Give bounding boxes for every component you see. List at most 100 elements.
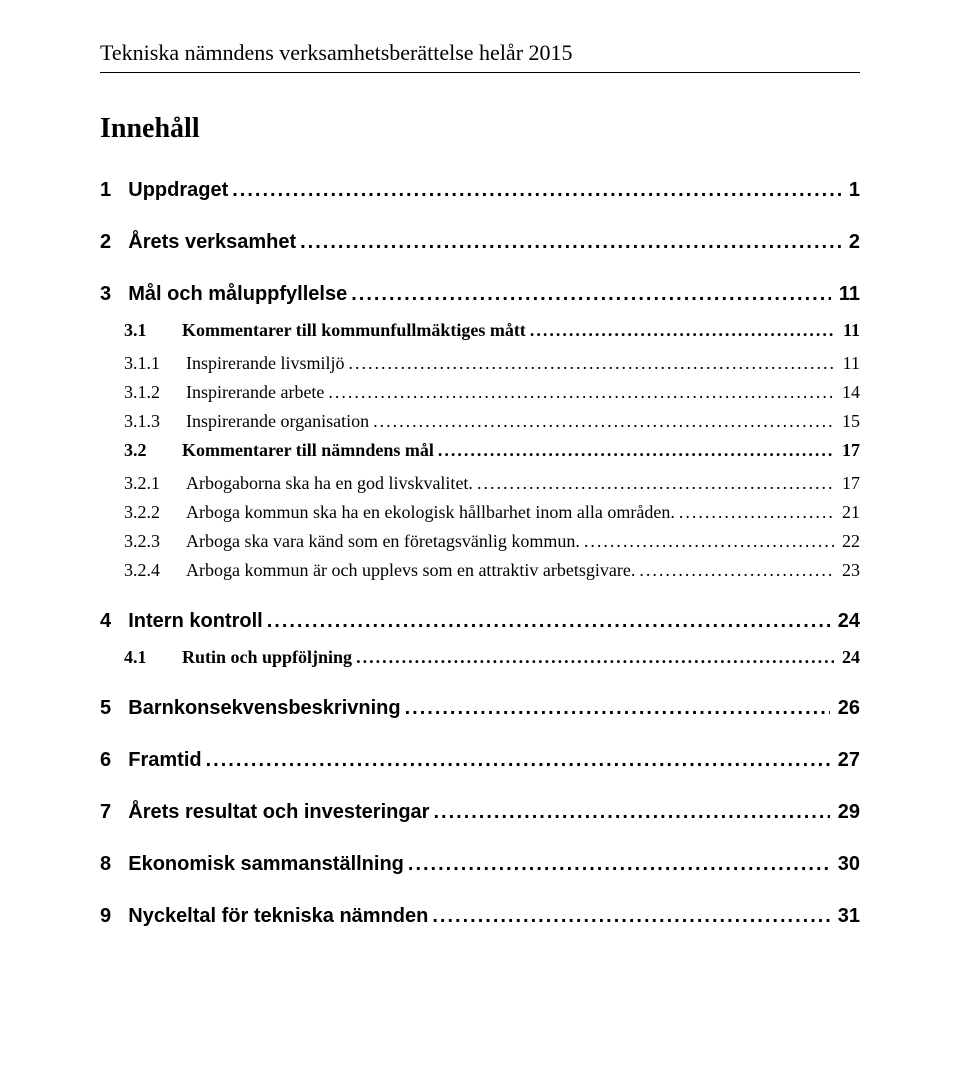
toc-number: 8 — [100, 849, 111, 879]
toc-number: 3.1 — [124, 317, 176, 344]
toc-page-number: 22 — [842, 528, 860, 555]
toc-page-number: 14 — [842, 379, 860, 406]
toc-title: Kommentarer till kommunfullmäktiges mått — [182, 317, 526, 344]
toc-title: Årets resultat och investeringar — [128, 797, 429, 827]
toc-leader — [267, 606, 830, 636]
toc-number: 1 — [100, 175, 111, 205]
toc-number: 4.1 — [124, 644, 176, 671]
toc-title: Inspirerande arbete — [186, 379, 324, 406]
toc-number: 3.2.4 — [124, 557, 180, 584]
toc-leader — [405, 693, 830, 723]
toc-leader — [408, 849, 830, 879]
toc-title: Ekonomisk sammanställning — [128, 849, 404, 879]
toc-entry: 3.1Kommentarer till kommunfullmäktiges m… — [100, 317, 860, 344]
toc-title: Inspirerande livsmiljö — [186, 350, 344, 377]
toc-entry: 3.2.3Arboga ska vara känd som en företag… — [100, 528, 860, 555]
toc-entry: 7 Årets resultat och investeringar 29 — [100, 797, 860, 827]
toc-title: Barnkonsekvensbeskrivning — [128, 693, 400, 723]
toc-leader — [348, 350, 834, 377]
toc-title: Mål och måluppfyllelse — [128, 279, 347, 309]
toc-leader — [477, 470, 834, 497]
toc-leader — [433, 797, 829, 827]
table-of-contents: 1 Uppdraget12 Årets verksamhet23 Mål och… — [100, 175, 860, 931]
toc-page-number: 1 — [849, 175, 860, 205]
toc-page-number: 24 — [842, 644, 860, 671]
toc-entry: 3.2Kommentarer till nämndens mål 17 — [100, 437, 860, 464]
toc-title: Arbogaborna ska ha en god livskvalitet. — [186, 470, 473, 497]
toc-page-number: 17 — [842, 470, 860, 497]
toc-title: Intern kontroll — [128, 606, 262, 636]
toc-leader — [530, 317, 835, 344]
toc-leader — [639, 557, 834, 584]
toc-number: 3 — [100, 279, 111, 309]
toc-entry: 4 Intern kontroll 24 — [100, 606, 860, 636]
toc-number: 3.2.3 — [124, 528, 180, 555]
toc-page-number: 21 — [842, 499, 860, 526]
toc-title: Framtid — [128, 745, 201, 775]
toc-number: 2 — [100, 227, 111, 257]
toc-number: 3.1.1 — [124, 350, 180, 377]
toc-leader — [432, 901, 829, 931]
toc-number: 3.1.2 — [124, 379, 180, 406]
toc-entry: 3.1.3Inspirerande organisation 15 — [100, 408, 860, 435]
toc-title: Arboga kommun ska ha en ekologisk hållba… — [186, 499, 675, 526]
header-text: Tekniska nämndens verksamhetsberättelse … — [100, 40, 573, 65]
toc-entry: 3.1.1Inspirerande livsmiljö 11 — [100, 350, 860, 377]
toc-page-number: 26 — [838, 693, 860, 723]
toc-number: 3.2.1 — [124, 470, 180, 497]
toc-entry: 9 Nyckeltal för tekniska nämnden 31 — [100, 901, 860, 931]
toc-title: Arboga kommun är och upplevs som en attr… — [186, 557, 635, 584]
toc-page-number: 30 — [838, 849, 860, 879]
toc-title: Arboga ska vara känd som en företagsvänl… — [186, 528, 580, 555]
toc-number: 3.2.2 — [124, 499, 180, 526]
toc-title: Nyckeltal för tekniska nämnden — [128, 901, 428, 931]
toc-number: 7 — [100, 797, 111, 827]
page-title: Innehåll — [100, 113, 860, 145]
toc-page-number: 17 — [842, 437, 860, 464]
toc-leader — [373, 408, 834, 435]
toc-leader — [328, 379, 834, 406]
running-header: Tekniska nämndens verksamhetsberättelse … — [100, 40, 860, 73]
toc-leader — [679, 499, 834, 526]
toc-entry: 3.2.4Arboga kommun är och upplevs som en… — [100, 557, 860, 584]
toc-page-number: 23 — [842, 557, 860, 584]
toc-entry: 6 Framtid 27 — [100, 745, 860, 775]
toc-title: Uppdraget — [128, 175, 228, 205]
toc-entry: 8 Ekonomisk sammanställning 30 — [100, 849, 860, 879]
toc-page-number: 11 — [839, 279, 860, 309]
toc-page-number: 2 — [849, 227, 860, 257]
toc-number: 9 — [100, 901, 111, 931]
toc-title: Inspirerande organisation — [186, 408, 369, 435]
toc-entry: 3.2.1Arbogaborna ska ha en god livskvali… — [100, 470, 860, 497]
toc-number: 4 — [100, 606, 111, 636]
toc-leader — [351, 279, 831, 309]
toc-leader — [232, 175, 841, 205]
toc-number: 5 — [100, 693, 111, 723]
toc-leader — [300, 227, 841, 257]
toc-number: 3.2 — [124, 437, 176, 464]
toc-entry: 2 Årets verksamhet 2 — [100, 227, 860, 257]
toc-entry: 3.2.2Arboga kommun ska ha en ekologisk h… — [100, 499, 860, 526]
toc-title: Årets verksamhet — [128, 227, 296, 257]
document-page: Tekniska nämndens verksamhetsberättelse … — [0, 0, 960, 1071]
toc-page-number: 31 — [838, 901, 860, 931]
toc-leader — [356, 644, 834, 671]
toc-page-number: 27 — [838, 745, 860, 775]
toc-entry: 5 Barnkonsekvensbeskrivning 26 — [100, 693, 860, 723]
toc-number: 6 — [100, 745, 111, 775]
toc-page-number: 11 — [843, 350, 860, 377]
toc-page-number: 24 — [838, 606, 860, 636]
toc-page-number: 11 — [843, 317, 860, 344]
toc-number: 3.1.3 — [124, 408, 180, 435]
toc-entry: 3 Mål och måluppfyllelse 11 — [100, 279, 860, 309]
toc-entry: 3.1.2Inspirerande arbete 14 — [100, 379, 860, 406]
toc-leader — [438, 437, 834, 464]
toc-title: Rutin och uppföljning — [182, 644, 352, 671]
toc-page-number: 29 — [838, 797, 860, 827]
toc-title: Kommentarer till nämndens mål — [182, 437, 434, 464]
toc-page-number: 15 — [842, 408, 860, 435]
toc-entry: 4.1Rutin och uppföljning 24 — [100, 644, 860, 671]
toc-entry: 1 Uppdraget 1 — [100, 175, 860, 205]
toc-leader — [584, 528, 834, 555]
toc-leader — [206, 745, 830, 775]
